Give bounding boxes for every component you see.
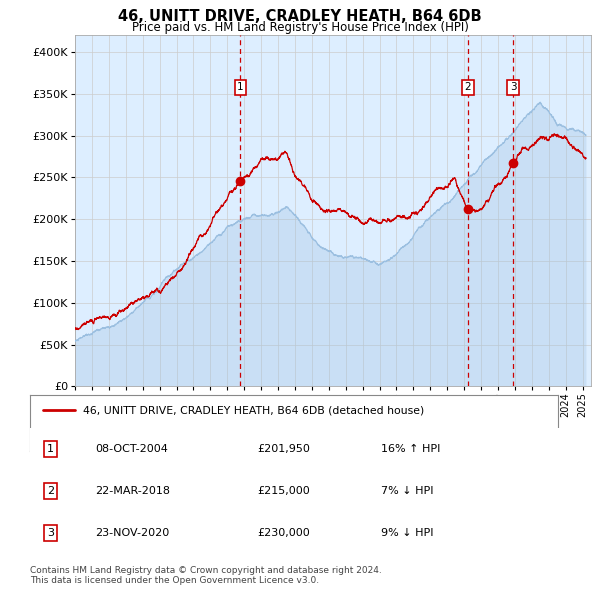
Text: £230,000: £230,000 [257,528,310,538]
Text: 1: 1 [47,444,54,454]
Text: £215,000: £215,000 [257,486,310,496]
Text: 46, UNITT DRIVE, CRADLEY HEATH, B64 6DB: 46, UNITT DRIVE, CRADLEY HEATH, B64 6DB [118,9,482,24]
Text: 3: 3 [47,528,54,538]
Text: 1: 1 [237,82,244,92]
Text: 08-OCT-2004: 08-OCT-2004 [95,444,167,454]
Text: 23-NOV-2020: 23-NOV-2020 [95,528,169,538]
Text: £201,950: £201,950 [257,444,310,454]
Text: HPI: Average price, detached house, Sandwell: HPI: Average price, detached house, Sand… [83,431,334,441]
Text: 16% ↑ HPI: 16% ↑ HPI [381,444,440,454]
Text: Price paid vs. HM Land Registry's House Price Index (HPI): Price paid vs. HM Land Registry's House … [131,21,469,34]
Text: Contains HM Land Registry data © Crown copyright and database right 2024.
This d: Contains HM Land Registry data © Crown c… [30,566,382,585]
Text: 9% ↓ HPI: 9% ↓ HPI [381,528,433,538]
Text: 3: 3 [509,82,517,92]
Text: 22-MAR-2018: 22-MAR-2018 [95,486,170,496]
Text: 2: 2 [47,486,54,496]
Text: 7% ↓ HPI: 7% ↓ HPI [381,486,433,496]
Text: 2: 2 [464,82,471,92]
Text: 46, UNITT DRIVE, CRADLEY HEATH, B64 6DB (detached house): 46, UNITT DRIVE, CRADLEY HEATH, B64 6DB … [83,405,424,415]
